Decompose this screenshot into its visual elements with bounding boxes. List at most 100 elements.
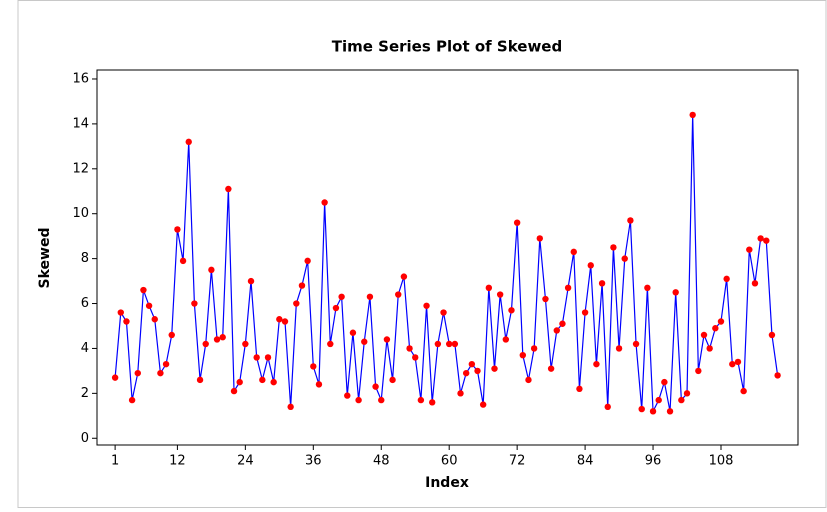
data-point xyxy=(757,235,764,242)
y-tick-label: 12 xyxy=(72,161,89,176)
data-point xyxy=(683,390,691,397)
data-point xyxy=(259,376,266,384)
data-point xyxy=(213,336,221,343)
data-point xyxy=(576,385,583,393)
data-point xyxy=(610,244,617,251)
x-tick-label: 24 xyxy=(237,454,254,469)
data-point xyxy=(774,372,781,379)
x-tick-label: 72 xyxy=(509,454,526,469)
y-tick-label: 16 xyxy=(72,71,89,86)
data-point xyxy=(298,282,306,289)
data-point xyxy=(242,340,249,348)
data-point xyxy=(655,396,662,404)
data-point xyxy=(593,360,600,368)
data-point xyxy=(734,358,742,366)
data-point xyxy=(395,291,402,298)
data-point xyxy=(168,331,175,339)
data-point xyxy=(536,235,543,242)
data-point xyxy=(293,300,300,307)
data-point xyxy=(434,340,442,348)
data-point xyxy=(468,360,476,368)
data-point xyxy=(327,340,334,348)
data-point xyxy=(666,408,674,415)
data-point xyxy=(638,405,645,413)
data-point xyxy=(208,266,215,274)
data-point xyxy=(236,378,243,386)
plot-area xyxy=(96,69,799,446)
y-tick-label: 4 xyxy=(81,341,89,356)
data-point xyxy=(587,262,594,269)
data-point xyxy=(361,338,368,345)
data-point xyxy=(519,351,527,359)
data-point xyxy=(729,360,736,368)
data-point xyxy=(225,185,232,193)
y-tick-label: 8 xyxy=(81,251,89,266)
data-point xyxy=(185,138,192,146)
data-point xyxy=(253,354,260,361)
data-point xyxy=(134,369,141,377)
x-tick-label: 60 xyxy=(441,454,458,469)
data-point xyxy=(621,255,628,262)
data-point xyxy=(751,280,759,287)
data-point xyxy=(627,217,634,224)
data-point xyxy=(310,363,317,370)
y-axis-label: Skewed xyxy=(37,228,53,289)
data-point xyxy=(644,284,651,292)
data-point xyxy=(525,376,532,384)
y-tick-label: 0 xyxy=(81,431,89,446)
data-point xyxy=(632,340,640,348)
data-point xyxy=(547,365,555,372)
x-tick-label: 108 xyxy=(709,454,734,469)
data-point xyxy=(768,331,776,339)
data-point xyxy=(451,340,459,348)
data-point xyxy=(581,309,589,316)
data-point xyxy=(763,237,770,244)
data-point xyxy=(457,390,464,397)
data-point xyxy=(162,360,170,368)
data-point xyxy=(219,334,226,341)
data-point xyxy=(304,257,311,265)
data-point xyxy=(179,257,187,265)
data-point xyxy=(695,367,702,375)
data-point xyxy=(191,300,198,307)
data-point xyxy=(445,340,453,348)
data-point xyxy=(423,302,430,309)
data-point xyxy=(672,289,679,296)
data-point xyxy=(123,318,130,325)
data-point xyxy=(338,293,345,300)
data-point xyxy=(462,369,470,377)
y-tick-label: 14 xyxy=(72,116,89,131)
data-point xyxy=(474,367,481,375)
x-tick-label: 96 xyxy=(645,454,662,469)
data-point xyxy=(689,111,696,119)
data-point xyxy=(553,327,560,334)
series-line xyxy=(114,114,779,414)
data-point xyxy=(542,295,549,303)
data-point xyxy=(128,396,136,404)
data-point xyxy=(344,392,351,399)
data-point xyxy=(706,345,713,352)
data-point xyxy=(157,369,164,377)
data-point xyxy=(570,248,577,256)
x-tick-label: 12 xyxy=(169,454,186,469)
data-point xyxy=(389,376,396,384)
data-point xyxy=(270,378,277,386)
x-tick-label: 1 xyxy=(111,454,119,469)
data-point xyxy=(723,275,730,283)
data-point xyxy=(281,318,289,325)
data-point xyxy=(349,329,357,336)
data-point xyxy=(151,316,158,323)
data-point xyxy=(491,365,498,372)
data-point xyxy=(117,309,124,316)
data-point xyxy=(513,219,521,226)
data-point xyxy=(406,345,413,352)
data-point xyxy=(287,403,294,411)
data-point xyxy=(145,302,153,309)
data-point xyxy=(598,280,606,287)
data-point xyxy=(202,340,209,348)
data-point xyxy=(174,226,181,233)
x-axis-label: Index xyxy=(425,475,469,491)
y-tick-label: 10 xyxy=(72,206,89,221)
x-tick-label: 84 xyxy=(577,454,594,469)
